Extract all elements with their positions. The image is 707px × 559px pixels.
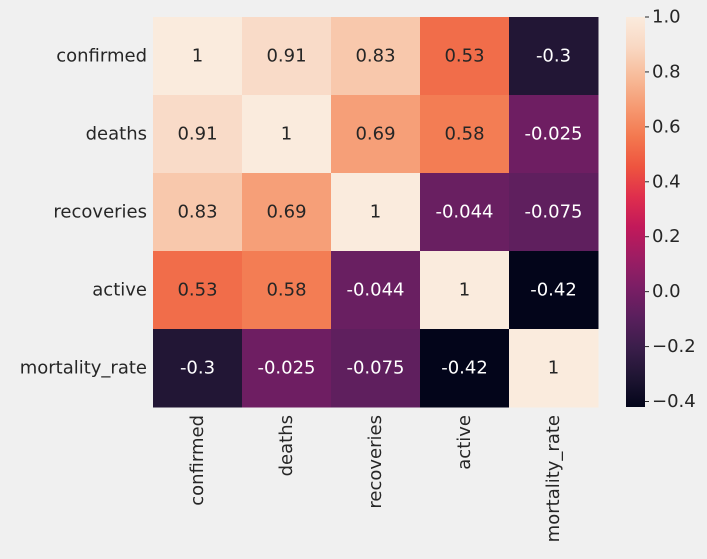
colorbar-tick-label: 0.0 [652, 281, 681, 302]
y-tick-label: confirmed [56, 46, 147, 67]
heatmap-cell [153, 251, 243, 330]
colorbar-tick-label: −0.4 [652, 391, 696, 412]
heatmap-cell-label: 1 [548, 358, 559, 379]
colorbar-tick-label: 0.8 [652, 61, 681, 82]
heatmap-cell [331, 173, 421, 252]
heatmap-cell [153, 173, 243, 252]
heatmap-cell [331, 251, 421, 330]
colorbar-tick-label: 1.0 [652, 7, 681, 28]
heatmap-cell-label: 0.83 [177, 202, 217, 223]
heatmap-cell [420, 329, 510, 408]
heatmap-cell [331, 329, 421, 408]
heatmap-cell-label: 1 [281, 124, 292, 145]
heatmap-cell [242, 329, 332, 408]
heatmap-cell-label: -0.42 [441, 358, 488, 379]
x-tick-label: recoveries [365, 415, 386, 509]
heatmap-cell-label: 0.69 [355, 124, 395, 145]
heatmap-cell [153, 95, 243, 174]
heatmap-cell [420, 95, 510, 174]
heatmap-cell [509, 173, 599, 252]
colorbar-tick-label: −0.2 [652, 336, 696, 357]
heatmap-cell-label: 1 [370, 202, 381, 223]
y-tick-label: recoveries [53, 202, 147, 223]
heatmap-cell-label: -0.044 [346, 280, 404, 301]
heatmap-cell-label: 0.53 [177, 280, 217, 301]
heatmap-cell [420, 251, 510, 330]
y-tick-label: mortality_rate [20, 358, 147, 379]
heatmap-cell-label: 0.53 [444, 46, 484, 67]
heatmap-cell-label: 0.69 [266, 202, 306, 223]
heatmap-cell-label: -0.044 [435, 202, 493, 223]
heatmap-cell-label: -0.3 [180, 358, 215, 379]
colorbar-tick-label: 0.4 [652, 171, 681, 192]
heatmap-cell-label: -0.025 [524, 124, 582, 145]
heatmap-cell [242, 95, 332, 174]
heatmap-cell-labels: 1 0.91 0.83 0.53 -0.3 0.91 1 0.69 0.58 -0.025 0.83… [177, 46, 582, 379]
x-tick-label: active [454, 415, 475, 470]
heatmap-cell [153, 17, 243, 96]
colorbar [626, 17, 645, 407]
x-axis-tick-labels: confirmed deaths recoveries active mortality… [187, 415, 564, 542]
heatmap-cell [509, 251, 599, 330]
heatmap-cell [331, 17, 421, 96]
heatmap-cell-label: 0.58 [266, 280, 306, 301]
heatmap-cell-label: 0.91 [266, 46, 306, 67]
heatmap-cell [509, 95, 599, 174]
y-tick-label: active [92, 280, 147, 301]
y-tick-label: deaths [86, 124, 147, 145]
colorbar-tick-label: 0.2 [652, 226, 681, 247]
heatmap-cell [242, 173, 332, 252]
heatmap-cell [242, 251, 332, 330]
heatmap-cell [420, 17, 510, 96]
heatmap-cell-label: 0.58 [444, 124, 484, 145]
heatmap-cell [509, 17, 599, 96]
heatmap-cell [242, 17, 332, 96]
colorbar-tick-label: 0.6 [652, 116, 681, 137]
heatmap-cell [420, 173, 510, 252]
heatmap-cell-label: 0.91 [177, 124, 217, 145]
heatmap-cell [331, 95, 421, 174]
heatmap-cell-label: -0.3 [536, 46, 571, 67]
heatmap-cell-label: 0.83 [355, 46, 395, 67]
heatmap-cell-label: -0.42 [530, 280, 577, 301]
y-axis-tick-labels: confirmed deaths recoveries active mortality… [20, 46, 147, 379]
heatmap-cell-label: -0.075 [346, 358, 404, 379]
heatmap-cell-label: -0.075 [524, 202, 582, 223]
colorbar-tick-labels: 1.0 0.8 0.6 0.4 0.2 0.0 −0.2 −0.4 [645, 7, 696, 412]
heatmap-cell [153, 329, 243, 408]
x-tick-label: deaths [276, 415, 297, 476]
heatmap-cell-label: -0.025 [257, 358, 315, 379]
heatmap-cell-label: 1 [459, 280, 470, 301]
heatmap-cell [509, 329, 599, 408]
x-tick-label: confirmed [187, 415, 208, 506]
heatmap-cell-label: 1 [192, 46, 203, 67]
x-tick-label: mortality_rate [543, 415, 564, 542]
heatmap-cells [153, 17, 599, 408]
